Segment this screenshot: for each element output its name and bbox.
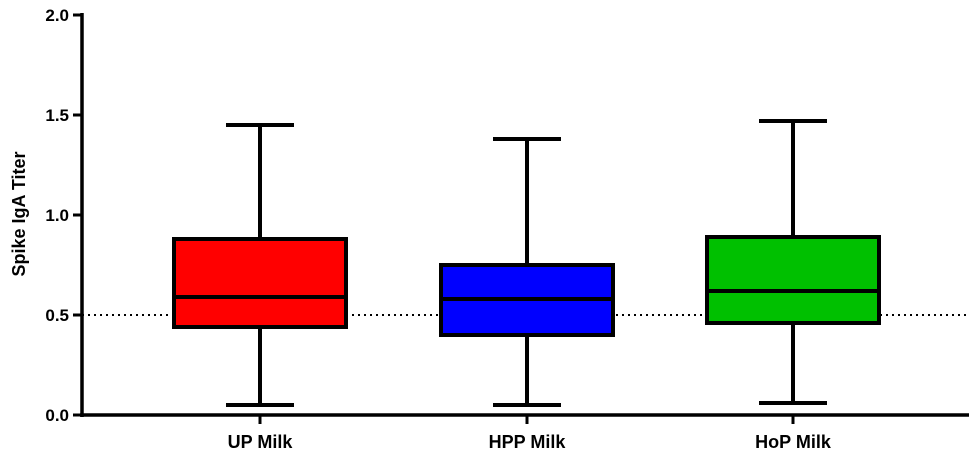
- box-group: [705, 119, 881, 405]
- y-tick-label: 1.0: [45, 206, 69, 225]
- box-group: [172, 123, 348, 407]
- iqr-box: [172, 237, 348, 329]
- iqr-box: [705, 235, 881, 325]
- x-category-label: HPP Milk: [489, 432, 567, 451]
- x-category-label: UP Milk: [228, 432, 294, 451]
- y-axis-title: Spike IgA Titer: [9, 151, 29, 276]
- box-group: [439, 137, 615, 407]
- axes-layer: Spike IgA Titer 0.0 0.5 1.0 1.5 2.0 UP Milk HP…: [9, 6, 969, 451]
- y-tick-label: 1.5: [45, 106, 69, 125]
- y-tick-label: 2.0: [45, 6, 69, 25]
- y-tick-label: 0.5: [45, 306, 69, 325]
- y-tick-label: 0.0: [45, 406, 69, 425]
- x-category-label: HoP Milk: [755, 432, 832, 451]
- boxes-layer: [172, 119, 881, 407]
